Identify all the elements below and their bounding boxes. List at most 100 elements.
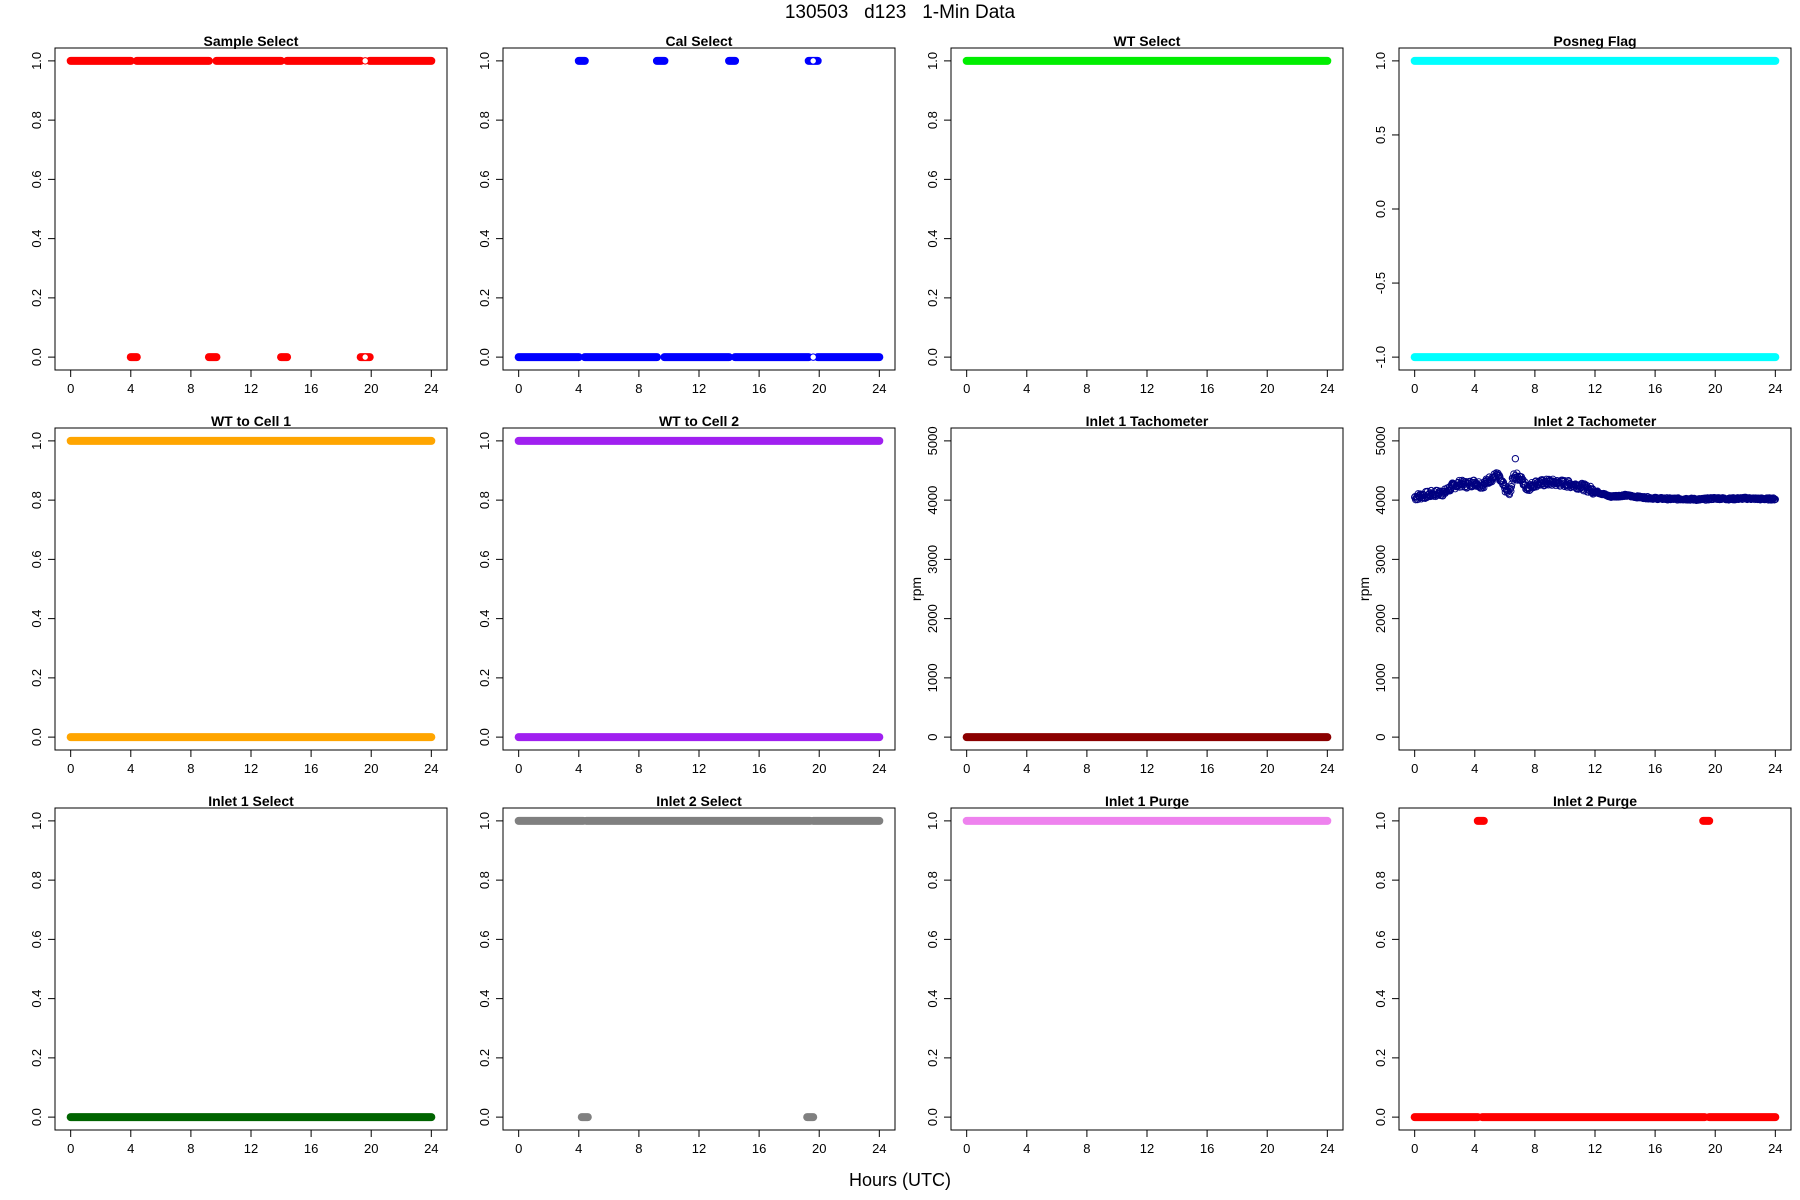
- x-tick-label: 12: [1588, 381, 1602, 396]
- y-tick-label: 0.8: [925, 871, 940, 889]
- y-tick-label: 0.4: [925, 230, 940, 248]
- y-tick-label: 0.0: [1373, 1108, 1388, 1126]
- panel-title: Inlet 1 Select: [208, 793, 294, 809]
- y-tick-label: 1.0: [1373, 52, 1388, 70]
- x-tick-label: 0: [515, 1141, 522, 1156]
- x-tick-label: 0: [67, 381, 74, 396]
- y-tick-label: 0.6: [29, 930, 44, 948]
- x-tick-label: 0: [67, 1141, 74, 1156]
- y-tick-label: 0.4: [477, 990, 492, 1008]
- y-tick-label: 1.0: [477, 432, 492, 450]
- x-tick-label: 16: [1648, 761, 1662, 776]
- x-tick-label: 24: [1768, 1141, 1782, 1156]
- x-tick-label: 20: [812, 761, 826, 776]
- x-tick-label: 0: [963, 1141, 970, 1156]
- plot-frame: [950, 807, 1344, 1131]
- x-tick-label: 20: [1260, 761, 1274, 776]
- x-tick-label: 20: [1260, 381, 1274, 396]
- y-tick-label: 0.2: [1373, 1049, 1388, 1067]
- x-tick-label: 4: [1471, 381, 1478, 396]
- y-tick-label: 0.0: [477, 1108, 492, 1126]
- y-axis-label: rpm: [908, 577, 924, 601]
- plot-frame: [54, 807, 448, 1131]
- x-tick-label: 16: [304, 1141, 318, 1156]
- y-tick-label: 0.8: [477, 491, 492, 509]
- y-tick-label: 0.5: [1373, 126, 1388, 144]
- y-tick-label: -0.5: [1373, 272, 1388, 294]
- y-tick-label: 1.0: [29, 812, 44, 830]
- panel-12: Inlet 2 Purge 0 4 8 12 16 20 24 0.0 0.2 0.4 0.6 0.8 1…: [1373, 793, 1792, 1156]
- x-tick-label: 16: [752, 1141, 766, 1156]
- data-point: [809, 353, 817, 361]
- data-point: [361, 57, 369, 65]
- x-tick-label: 8: [1083, 1141, 1090, 1156]
- plot-frame: [502, 47, 896, 371]
- x-tick-label: 0: [1411, 381, 1418, 396]
- x-tick-label: 16: [1200, 761, 1214, 776]
- x-tick-label: 12: [1588, 761, 1602, 776]
- x-tick-label: 8: [635, 1141, 642, 1156]
- panel-8: Inlet 2 Tachometer 0 4 8 12 16 20 24 0 1000 2000 30…: [1356, 413, 1792, 776]
- panel-title: Inlet 2 Select: [656, 793, 742, 809]
- panel-title: WT to Cell 1: [211, 413, 291, 429]
- y-tick-label: 0.4: [29, 610, 44, 628]
- panel-title: WT Select: [1114, 33, 1181, 49]
- y-tick-label: 5000: [1373, 426, 1388, 455]
- y-tick-label: 0.0: [477, 348, 492, 366]
- y-tick-label: -1.0: [1373, 346, 1388, 368]
- x-tick-label: 8: [1083, 761, 1090, 776]
- y-tick-label: 0: [925, 734, 940, 741]
- x-tick-label: 20: [364, 761, 378, 776]
- x-tick-label: 4: [127, 381, 134, 396]
- x-tick-label: 0: [1411, 1141, 1418, 1156]
- x-tick-label: 16: [304, 761, 318, 776]
- y-tick-label: 0.2: [29, 289, 44, 307]
- panel-title: Sample Select: [204, 33, 299, 49]
- x-tick-label: 4: [575, 761, 582, 776]
- x-tick-label: 24: [1768, 381, 1782, 396]
- plot-frame: [950, 47, 1344, 371]
- x-tick-label: 16: [1648, 1141, 1662, 1156]
- x-tick-label: 12: [244, 381, 258, 396]
- panel-6: WT to Cell 2 0 4 8 12 16 20 24 0.0 0.2 0.4 0.6 0.8 1.…: [477, 413, 896, 776]
- y-tick-label: 1.0: [477, 812, 492, 830]
- y-tick-label: 0.2: [477, 289, 492, 307]
- y-tick-label: 1.0: [477, 52, 492, 70]
- y-tick-label: 0.0: [29, 1108, 44, 1126]
- y-tick-label: 0.6: [29, 550, 44, 568]
- panel-3: WT Select 0 4 8 12 16 20 24 0.0 0.2 0.4 0.6 0.8 1.0: [925, 33, 1344, 396]
- y-tick-label: 1000: [1373, 663, 1388, 692]
- x-tick-label: 4: [1023, 1141, 1030, 1156]
- x-tick-label: 8: [635, 761, 642, 776]
- x-tick-label: 4: [127, 1141, 134, 1156]
- y-tick-label: 4000: [925, 486, 940, 515]
- x-tick-label: 12: [1140, 381, 1154, 396]
- y-tick-label: 0.2: [925, 1049, 940, 1067]
- x-tick-label: 16: [752, 381, 766, 396]
- panel-title: Inlet 2 Purge: [1553, 793, 1637, 809]
- x-tick-label: 24: [1768, 761, 1782, 776]
- panel-title: WT to Cell 2: [659, 413, 739, 429]
- x-tick-label: 24: [424, 761, 438, 776]
- y-tick-label: 0.0: [29, 348, 44, 366]
- y-tick-label: 0.2: [477, 1049, 492, 1067]
- y-tick-label: 1.0: [925, 52, 940, 70]
- y-tick-label: 0.4: [1373, 990, 1388, 1008]
- x-tick-label: 8: [1083, 381, 1090, 396]
- y-tick-label: 0.8: [29, 491, 44, 509]
- x-tick-label: 24: [872, 1141, 886, 1156]
- x-tick-label: 24: [872, 761, 886, 776]
- x-tick-label: 4: [1471, 761, 1478, 776]
- panel-title: Inlet 1 Tachometer: [1086, 413, 1209, 429]
- y-tick-label: 0.8: [477, 871, 492, 889]
- y-tick-label: 3000: [925, 545, 940, 574]
- x-tick-label: 16: [1200, 1141, 1214, 1156]
- x-tick-label: 20: [1708, 381, 1722, 396]
- x-tick-label: 20: [1708, 1141, 1722, 1156]
- y-tick-label: 0.2: [29, 669, 44, 687]
- x-tick-label: 0: [963, 381, 970, 396]
- panel-2: Cal Select 0 4 8 12 16 20 24 0.0 0.2 0.4 0.6 0.8 1.0: [477, 33, 896, 396]
- y-tick-label: 0.4: [29, 990, 44, 1008]
- y-tick-label: 0.4: [477, 610, 492, 628]
- x-tick-label: 8: [635, 381, 642, 396]
